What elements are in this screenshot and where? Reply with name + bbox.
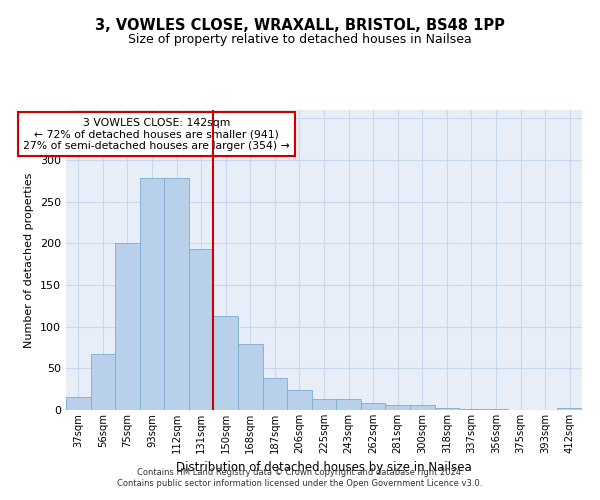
Bar <box>557 408 582 410</box>
Text: 3, VOWLES CLOSE, WRAXALL, BRISTOL, BS48 1PP: 3, VOWLES CLOSE, WRAXALL, BRISTOL, BS48 … <box>95 18 505 32</box>
Bar <box>385 405 410 410</box>
Text: Contains HM Land Registry data © Crown copyright and database right 2024.
Contai: Contains HM Land Registry data © Crown c… <box>118 468 482 487</box>
Bar <box>238 344 263 410</box>
Bar <box>434 408 459 410</box>
Bar <box>312 399 336 410</box>
Bar <box>164 178 189 410</box>
X-axis label: Distribution of detached houses by size in Nailsea: Distribution of detached houses by size … <box>176 462 472 474</box>
Bar <box>66 396 91 410</box>
Bar <box>287 390 312 410</box>
Text: Size of property relative to detached houses in Nailsea: Size of property relative to detached ho… <box>128 32 472 46</box>
Bar <box>459 409 484 410</box>
Bar <box>189 249 214 410</box>
Y-axis label: Number of detached properties: Number of detached properties <box>25 172 34 348</box>
Text: 3 VOWLES CLOSE: 142sqm
← 72% of detached houses are smaller (941)
27% of semi-de: 3 VOWLES CLOSE: 142sqm ← 72% of detached… <box>23 118 290 150</box>
Bar <box>214 316 238 410</box>
Bar <box>484 409 508 410</box>
Bar <box>91 354 115 410</box>
Bar <box>361 404 385 410</box>
Bar <box>410 405 434 410</box>
Bar <box>115 244 140 410</box>
Bar <box>336 399 361 410</box>
Bar <box>263 378 287 410</box>
Bar <box>140 178 164 410</box>
